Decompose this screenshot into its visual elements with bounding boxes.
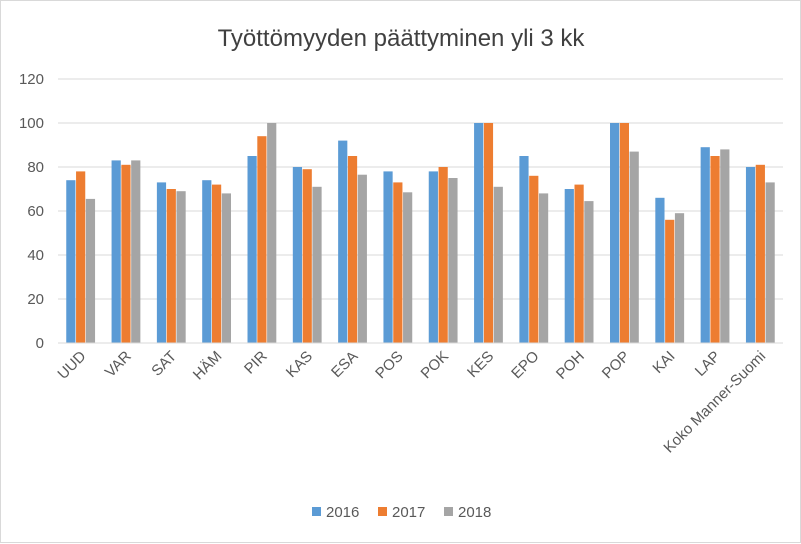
- bar-2016: [655, 197, 665, 343]
- bar-2016: [564, 189, 574, 343]
- x-tick-label: ESA: [328, 348, 361, 381]
- bar-2017: [755, 164, 765, 343]
- x-tick-label: HÄM: [190, 348, 226, 384]
- bar-2016: [111, 160, 121, 343]
- x-tick-label: POS: [372, 348, 406, 382]
- y-tick-label: 60: [27, 203, 44, 220]
- bar-2017: [665, 219, 675, 343]
- bar-2017: [347, 156, 358, 343]
- bar-2016: [428, 171, 438, 343]
- bar-2016: [66, 180, 76, 343]
- x-tick-label: KAI: [649, 348, 678, 377]
- bar-2017: [574, 184, 584, 343]
- bar-2016: [519, 156, 529, 343]
- bar-2018: [85, 198, 96, 343]
- bar-2018: [584, 201, 594, 343]
- x-tick-label: SAT: [148, 348, 180, 380]
- bars: [66, 123, 775, 343]
- chart-title: Työttömyyden päättyminen yli 3 kk: [218, 25, 586, 52]
- bar-2017: [166, 189, 176, 343]
- y-tick-label: 0: [36, 335, 44, 352]
- bar-2018: [403, 192, 413, 343]
- bar-2017: [393, 182, 403, 343]
- bar-2017: [302, 169, 312, 343]
- x-tick-label: KES: [464, 348, 497, 381]
- bar-2016: [338, 140, 348, 343]
- bar-2017: [529, 175, 539, 343]
- legend-label-2017: 2017: [392, 504, 425, 521]
- bar-2016: [292, 167, 303, 343]
- bar-2018: [765, 182, 775, 343]
- legend-swatch-2018: [444, 507, 453, 516]
- bar-2016: [700, 147, 710, 343]
- bar-2017: [211, 184, 222, 343]
- y-tick-label: 80: [27, 159, 44, 176]
- bar-2017: [619, 123, 630, 343]
- x-tick-label: VAR: [102, 348, 135, 381]
- bar-2017: [76, 171, 86, 343]
- legend-label-2016: 2016: [326, 504, 359, 521]
- bar-2017: [483, 123, 494, 343]
- y-axis-tick-labels: 0 20 40 60 80 100 120: [19, 71, 44, 352]
- y-tick-label: 20: [27, 291, 44, 308]
- legend-swatch-2017: [378, 507, 387, 516]
- bar-2018: [221, 193, 231, 343]
- x-tick-label: KAS: [283, 348, 316, 381]
- legend-swatch-2016: [312, 507, 321, 516]
- bar-2018: [538, 193, 549, 343]
- bar-2018: [312, 186, 322, 343]
- y-tick-label: 100: [19, 115, 44, 132]
- bar-2017: [257, 136, 267, 343]
- y-tick-label: 120: [19, 71, 44, 88]
- y-tick-label: 40: [27, 247, 44, 264]
- bar-2018: [267, 123, 277, 343]
- x-tick-label: UUD: [54, 348, 89, 383]
- x-tick-label: PIR: [241, 348, 271, 378]
- bar-2017: [121, 164, 131, 343]
- bar-2018: [493, 186, 503, 343]
- x-tick-label: LAP: [692, 348, 724, 380]
- bar-2016: [156, 182, 167, 343]
- x-axis-tick-labels: UUD VAR SAT HÄM PIR KAS ESA POS POK KES EPO POH POP K…: [54, 348, 769, 457]
- bar-2018: [629, 151, 639, 343]
- bar-2017: [438, 167, 448, 343]
- bar-2018: [674, 213, 685, 343]
- x-tick-label: POP: [599, 348, 633, 382]
- x-tick-label: EPO: [508, 348, 542, 382]
- legend-label-2018: 2018: [458, 504, 491, 521]
- bar-2018: [448, 178, 458, 343]
- bar-2017: [710, 156, 720, 343]
- bar-2018: [357, 174, 367, 343]
- bar-2016: [383, 171, 393, 343]
- bar-2016: [610, 123, 620, 343]
- x-tick-label: POH: [553, 348, 588, 383]
- bar-2018: [176, 191, 186, 343]
- bar-2016: [202, 180, 212, 343]
- bar-2018: [131, 160, 141, 343]
- x-tick-label: POK: [418, 348, 452, 382]
- bar-2016: [474, 123, 484, 343]
- bar-2016: [247, 156, 257, 343]
- legend: 2016 2017 2018: [312, 504, 491, 521]
- bar-2016: [745, 167, 756, 343]
- bar-2018: [720, 149, 730, 343]
